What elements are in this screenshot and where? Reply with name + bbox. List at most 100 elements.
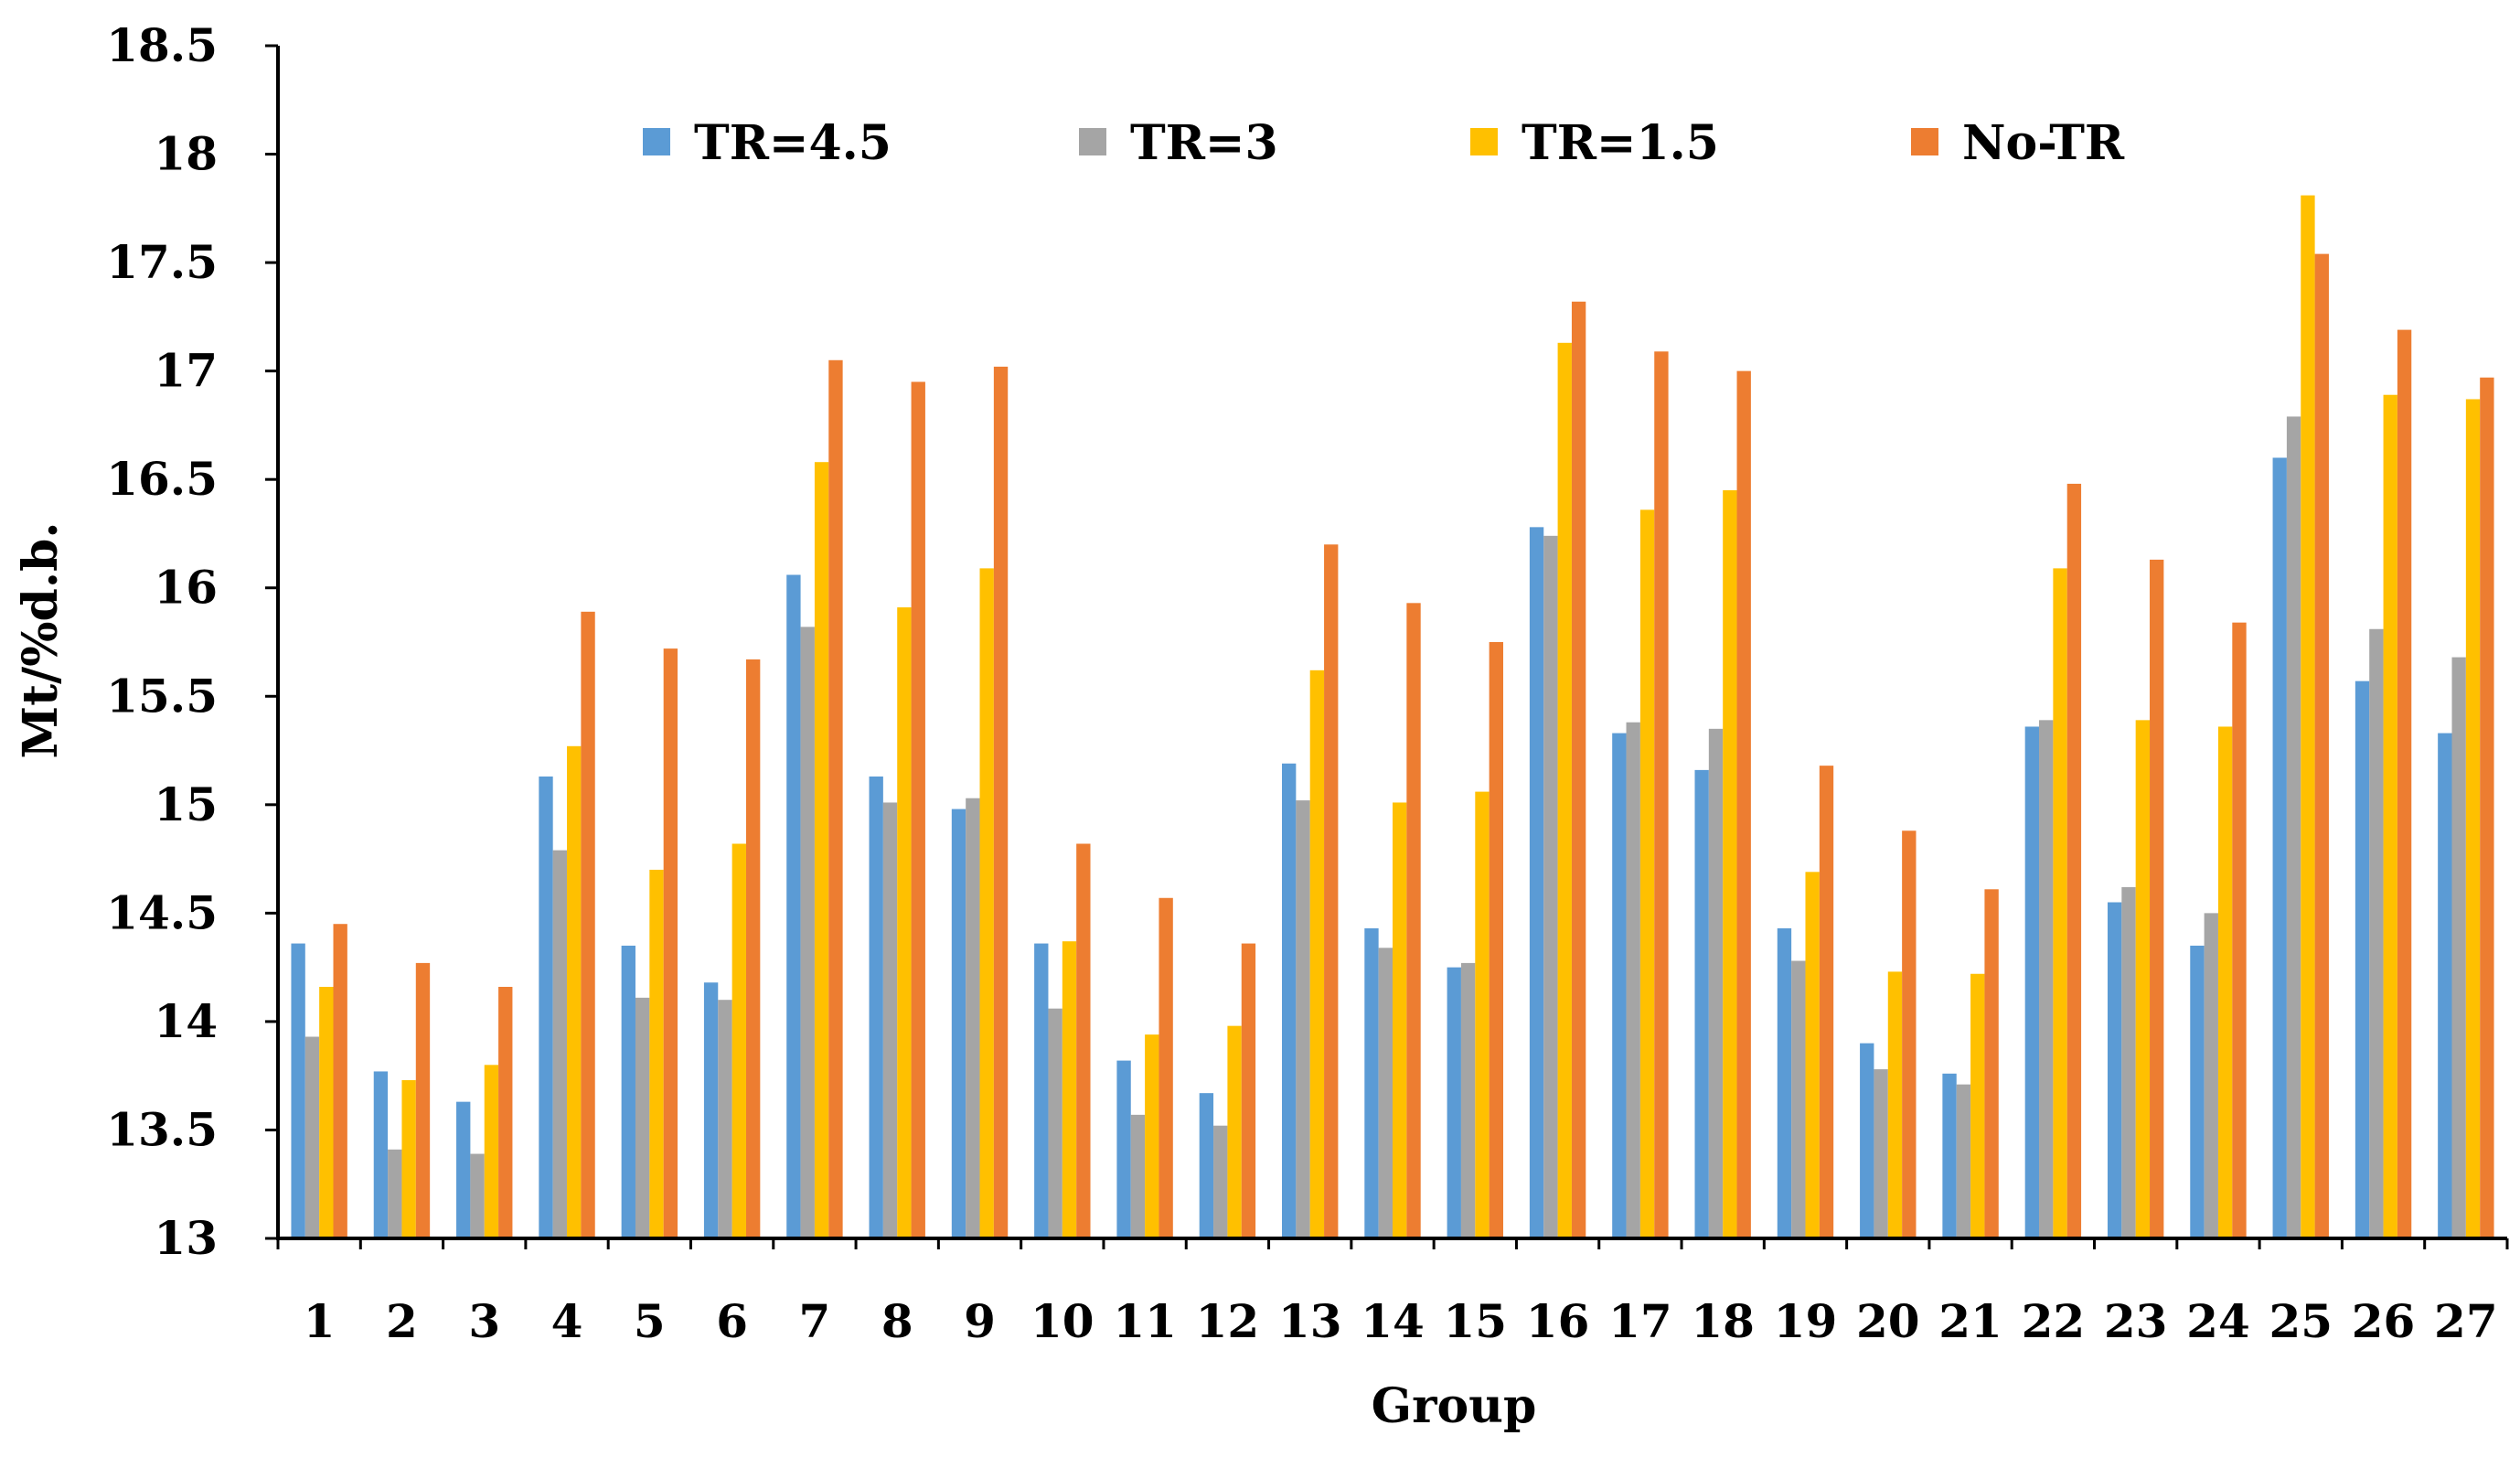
y-tick-label: 17 [154,344,218,398]
bar-no-tr-group-20 [1902,830,1917,1238]
bar-tr-1-5-group-22 [2053,568,2067,1238]
y-tick-label: 14.5 [106,885,218,939]
bar-tr-4-5-group-2 [373,1071,389,1238]
bar-tr-3-group-4 [552,850,568,1238]
bar-tr-1-5-group-1 [319,986,334,1238]
bar-tr-3-group-7 [800,627,815,1238]
y-tick-label: 13.5 [106,1102,218,1156]
legend-label: TR=4.5 [694,115,892,171]
bar-tr-4-5-group-12 [1199,1093,1214,1238]
legend: TR=4.5 TR=3 TR=1.5 No-TR [643,115,2125,171]
bar-tr-4-5-group-17 [1612,733,1627,1238]
x-tick-label: 23 [2104,1294,2168,1348]
legend-swatch [1079,128,1106,155]
x-tick-label: 22 [2022,1294,2086,1348]
bar-tr-1-5-group-4 [567,745,582,1238]
x-tick-label: 21 [1938,1294,2002,1348]
bar-tr-1-5-group-15 [1475,791,1490,1238]
y-tick-label: 13 [154,1211,218,1265]
bar-no-tr-group-21 [1984,889,1999,1238]
bar-tr-3-group-25 [2286,416,2301,1239]
y-tick-label: 14 [154,994,218,1048]
x-tick-label: 14 [1361,1294,1425,1348]
y-tick-label: 18.5 [106,18,218,72]
bar-tr-4-5-group-3 [456,1101,471,1238]
legend-swatch [643,128,670,155]
bar-no-tr-group-26 [2397,329,2412,1238]
bar-no-tr-group-5 [663,648,678,1238]
y-tick-label: 16.5 [106,452,218,506]
x-tick-label: 24 [2186,1294,2250,1348]
bar-tr-3-group-10 [1048,1008,1062,1238]
bar-tr-4-5-group-7 [786,574,801,1238]
x-tick-label: 9 [964,1294,996,1348]
bar-tr-4-5-group-6 [703,982,719,1238]
bar-tr-1-5-group-7 [814,462,829,1238]
bar-tr-1-5-group-11 [1145,1034,1159,1238]
bar-tr-3-group-20 [1874,1069,1888,1238]
bar-tr-3-group-16 [1543,535,1558,1238]
bar-tr-1-5-group-26 [2383,394,2397,1238]
bar-tr-3-group-27 [2451,657,2466,1238]
x-tick-label: 20 [1856,1294,1920,1348]
bar-tr-4-5-group-15 [1447,967,1461,1238]
bar-tr-3-group-2 [388,1149,402,1238]
x-tick-label: 27 [2434,1294,2498,1348]
x-tick-label: 13 [1278,1294,1342,1348]
bar-tr-1-5-group-2 [401,1079,416,1238]
bar-tr-4-5-group-1 [291,943,305,1238]
bar-no-tr-group-24 [2232,622,2247,1238]
bar-tr-1-5-group-9 [979,568,994,1238]
bar-tr-3-group-3 [470,1153,485,1238]
bar-tr-3-group-19 [1791,960,1806,1238]
bar-no-tr-group-16 [1571,301,1586,1238]
bar-no-tr-group-10 [1076,843,1091,1238]
bar-tr-3-group-24 [2204,913,2218,1238]
bar-no-tr-group-4 [581,611,595,1238]
bar-tr-4-5-group-19 [1777,927,1792,1238]
bar-tr-1-5-group-14 [1393,802,1407,1238]
bar-tr-3-group-17 [1626,722,1640,1238]
x-tick-label: 15 [1443,1294,1507,1348]
x-tick-label: 17 [1608,1294,1672,1348]
bar-tr-4-5-group-13 [1282,763,1297,1238]
y-tick-label: 16 [154,561,218,615]
bar-no-tr-group-1 [333,924,347,1238]
x-tick-label: 18 [1691,1294,1755,1348]
bar-tr-4-5-group-18 [1694,769,1709,1238]
x-tick-label: 16 [1526,1294,1590,1348]
bar-no-tr-group-18 [1736,370,1751,1238]
bar-tr-4-5-group-9 [951,809,966,1238]
bar-tr-4-5-group-11 [1116,1060,1131,1238]
bar-tr-3-group-11 [1130,1114,1146,1238]
bar-tr-4-5-group-4 [539,776,553,1238]
x-tick-label: 7 [799,1294,831,1348]
bar-tr-1-5-group-12 [1227,1025,1242,1238]
bar-no-tr-group-14 [1406,603,1421,1238]
bar-no-tr-group-13 [1324,544,1339,1238]
x-tick-label: 19 [1774,1294,1838,1348]
bar-tr-4-5-group-10 [1034,943,1049,1238]
bar-tr-1-5-group-20 [1887,971,1903,1238]
bar-tr-1-5-group-5 [649,869,664,1238]
x-tick-label: 6 [716,1294,748,1348]
bar-tr-1-5-group-19 [1805,872,1820,1238]
bar-no-tr-group-8 [911,381,925,1238]
bar-no-tr-group-17 [1654,351,1669,1238]
bar-tr-3-group-6 [718,1000,732,1238]
bar-tr-1-5-group-8 [897,607,912,1238]
bar-tr-1-5-group-27 [2465,399,2481,1238]
bar-tr-4-5-group-23 [2107,902,2122,1238]
bar-no-tr-group-2 [415,962,431,1238]
bar-tr-4-5-group-26 [2354,680,2370,1238]
bar-tr-1-5-group-21 [1970,973,1985,1238]
legend-label: TR=1.5 [1522,115,1719,171]
x-tick-label: 10 [1030,1294,1094,1348]
bar-tr-4-5-group-20 [1860,1043,1874,1238]
y-tick-label: 18 [154,127,218,181]
bar-no-tr-group-15 [1489,642,1503,1238]
bar-tr-3-group-15 [1460,962,1476,1238]
bar-no-tr-group-3 [498,986,513,1238]
bar-tr-3-group-18 [1708,728,1724,1238]
y-tick-label: 17.5 [106,235,218,289]
